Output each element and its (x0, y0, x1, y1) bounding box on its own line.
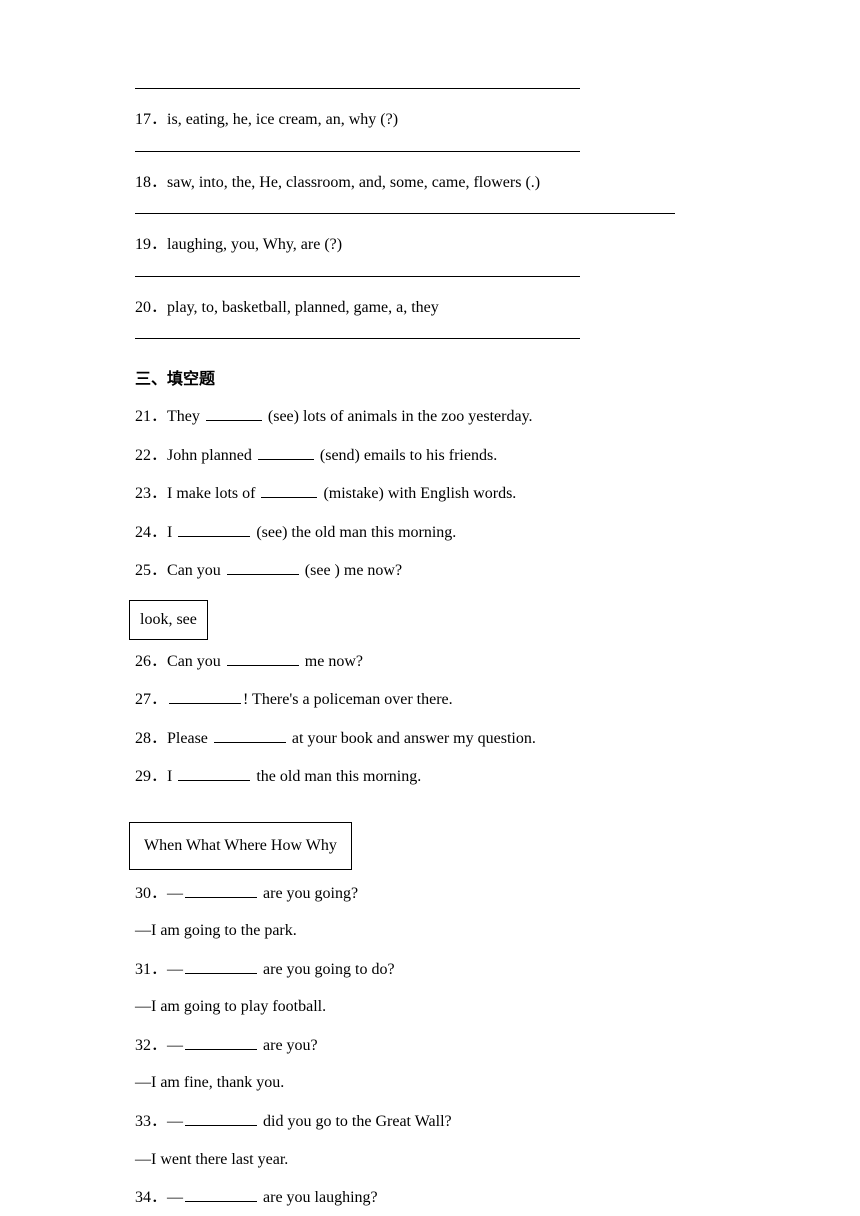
question-pre: John planned (167, 447, 256, 464)
fill-blank[interactable] (214, 725, 286, 743)
question-31: 31．— are you going to do? (135, 956, 725, 983)
question-pre: Can you (167, 562, 225, 579)
question-pre: — (167, 885, 183, 902)
question-post: are you going? (259, 885, 358, 902)
section-3-title: 三、填空题 (135, 367, 725, 393)
question-17: 17．is, eating, he, ice cream, an, why (?… (135, 107, 725, 133)
word-box-2: When What Where How Why (129, 822, 352, 870)
question-pre: — (167, 961, 183, 978)
question-post: are you going to do? (259, 961, 395, 978)
question-pre: They (167, 408, 204, 425)
question-post: (see) lots of animals in the zoo yesterd… (264, 408, 533, 425)
fill-blank[interactable] (206, 403, 262, 421)
question-post: ! There's a policeman over there. (243, 691, 453, 708)
question-post: (mistake) with English words. (319, 485, 516, 502)
question-number: 32． (135, 1037, 167, 1054)
question-post: (send) emails to his friends. (316, 447, 497, 464)
answer-line (135, 276, 580, 277)
question-number: 23． (135, 485, 167, 502)
fill-blank[interactable] (185, 956, 257, 974)
question-number: 17． (135, 111, 167, 128)
question-pre: I make lots of (167, 485, 259, 502)
question-number: 31． (135, 961, 167, 978)
question-pre: Can you (167, 653, 225, 670)
fill-blank[interactable] (185, 1032, 257, 1050)
answer-line (135, 213, 675, 214)
fill-blank[interactable] (258, 442, 314, 460)
answer-33: —I went there last year. (135, 1147, 725, 1173)
question-number: 20． (135, 299, 167, 316)
question-30: 30．— are you going? (135, 880, 725, 907)
question-number: 22． (135, 447, 167, 464)
question-22: 22．John planned (send) emails to his fri… (135, 442, 725, 469)
question-33: 33．— did you go to the Great Wall? (135, 1108, 725, 1135)
question-post: (see) the old man this morning. (252, 524, 456, 541)
question-pre: I (167, 768, 176, 785)
question-text: saw, into, the, He, classroom, and, some… (167, 174, 540, 191)
question-post: (see ) me now? (301, 562, 402, 579)
answer-line (135, 338, 580, 339)
word-box-1: look, see (129, 600, 208, 640)
fill-blank[interactable] (178, 763, 250, 781)
fill-blank[interactable] (227, 648, 299, 666)
answer-line (135, 151, 580, 152)
answer-31: —I am going to play football. (135, 994, 725, 1020)
question-26: 26．Can you me now? (135, 648, 725, 675)
question-number: 27． (135, 691, 167, 708)
question-text: laughing, you, Why, are (?) (167, 236, 342, 253)
fill-blank[interactable] (185, 880, 257, 898)
question-text: is, eating, he, ice cream, an, why (?) (167, 111, 398, 128)
question-number: 25． (135, 562, 167, 579)
question-29: 29．I the old man this morning. (135, 763, 725, 790)
fill-blank[interactable] (169, 686, 241, 704)
question-number: 19． (135, 236, 167, 253)
fill-blank[interactable] (185, 1108, 257, 1126)
question-25: 25．Can you (see ) me now? (135, 557, 725, 584)
question-post: are you laughing? (259, 1189, 378, 1206)
question-number: 29． (135, 768, 167, 785)
question-number: 30． (135, 885, 167, 902)
question-21: 21．They (see) lots of animals in the zoo… (135, 403, 725, 430)
question-28: 28．Please at your book and answer my que… (135, 725, 725, 752)
question-32: 32．— are you? (135, 1032, 725, 1059)
fill-blank[interactable] (227, 557, 299, 575)
question-post: did you go to the Great Wall? (259, 1113, 452, 1130)
fill-blank[interactable] (178, 519, 250, 537)
question-18: 18．saw, into, the, He, classroom, and, s… (135, 170, 725, 196)
question-post: the old man this morning. (252, 768, 421, 785)
question-post: are you? (259, 1037, 318, 1054)
question-post: me now? (301, 653, 363, 670)
question-number: 26． (135, 653, 167, 670)
question-pre: — (167, 1113, 183, 1130)
fill-blank[interactable] (185, 1184, 257, 1202)
question-pre: Please (167, 730, 212, 747)
question-pre: — (167, 1189, 183, 1206)
question-20: 20．play, to, basketball, planned, game, … (135, 295, 725, 321)
answer-30: —I am going to the park. (135, 918, 725, 944)
question-number: 18． (135, 174, 167, 191)
question-19: 19．laughing, you, Why, are (?) (135, 232, 725, 258)
question-34: 34．— are you laughing? (135, 1184, 725, 1211)
question-number: 33． (135, 1113, 167, 1130)
question-number: 34． (135, 1189, 167, 1206)
question-number: 28． (135, 730, 167, 747)
question-24: 24．I (see) the old man this morning. (135, 519, 725, 546)
question-number: 24． (135, 524, 167, 541)
question-23: 23．I make lots of (mistake) with English… (135, 480, 725, 507)
question-pre: — (167, 1037, 183, 1054)
answer-line (135, 88, 580, 89)
question-post: at your book and answer my question. (288, 730, 536, 747)
question-number: 21． (135, 408, 167, 425)
question-text: play, to, basketball, planned, game, a, … (167, 299, 439, 316)
question-27: 27． ! There's a policeman over there. (135, 686, 725, 713)
fill-blank[interactable] (261, 480, 317, 498)
answer-32: —I am fine, thank you. (135, 1070, 725, 1096)
question-pre: I (167, 524, 176, 541)
